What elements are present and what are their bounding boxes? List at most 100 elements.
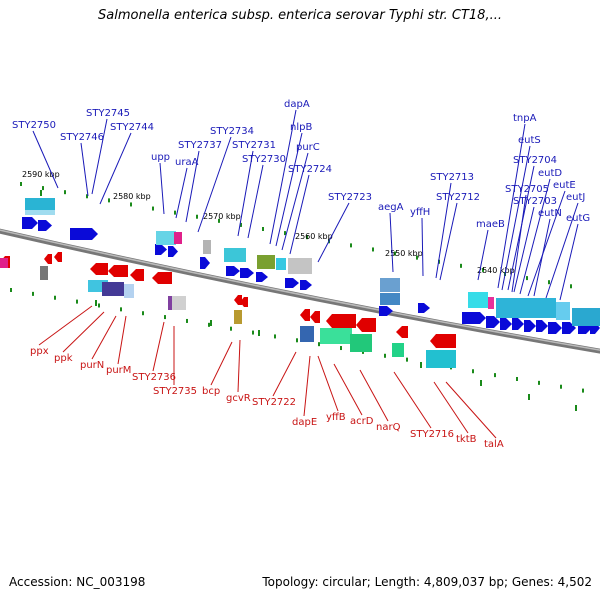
- leader-line: [439, 202, 458, 281]
- tick-mark: [86, 194, 88, 199]
- leader-line: [159, 162, 165, 215]
- reverse-gene-arrow: [54, 252, 62, 262]
- gene-label-forward: STY2750: [12, 120, 56, 131]
- forward-gene-arrow: [512, 318, 524, 330]
- leader-line: [527, 190, 566, 297]
- map-title: Salmonella enterica subsp. enterica sero…: [98, 8, 502, 23]
- leader-line: [99, 132, 132, 205]
- forward-gene-arrow: [70, 228, 98, 240]
- gene-domain-box: [40, 266, 48, 280]
- tick-mark: [472, 369, 474, 374]
- tick-mark: [528, 394, 530, 400]
- tick-mark: [274, 334, 276, 339]
- leader-line: [272, 351, 297, 397]
- tick-mark: [42, 186, 44, 191]
- leader-line: [559, 223, 579, 301]
- gene-label-reverse: acrD: [350, 416, 374, 427]
- leader-line: [433, 381, 469, 434]
- leader-line: [62, 311, 105, 353]
- forward-gene-arrow: [240, 268, 254, 278]
- gene-domain-box: [496, 298, 556, 318]
- leader-line: [497, 123, 526, 289]
- tick-mark: [460, 263, 462, 268]
- leader-line: [333, 363, 363, 416]
- leader-line: [545, 202, 579, 299]
- gene-domain-box: [25, 198, 55, 210]
- tick-mark: [296, 338, 298, 343]
- gene-label-forward: STY2723: [328, 192, 372, 203]
- kbp-label: 2540 kbp: [477, 266, 515, 275]
- tick-mark: [482, 267, 484, 272]
- tick-mark: [152, 206, 154, 211]
- forward-gene-arrow: [500, 318, 512, 330]
- leader-line: [117, 315, 127, 365]
- leader-line: [185, 150, 200, 223]
- gene-domain-box: [468, 292, 488, 308]
- tick-mark: [54, 295, 56, 300]
- gene-label-forward: STY2704: [513, 155, 557, 166]
- tick-mark: [570, 284, 572, 289]
- tick-mark: [40, 190, 42, 196]
- forward-gene-arrow: [536, 320, 548, 332]
- gene-label-forward: tnpA: [513, 113, 537, 124]
- gene-label-reverse: dapE: [292, 417, 317, 428]
- leader-line: [175, 167, 188, 219]
- leader-line: [275, 132, 303, 247]
- tick-mark: [538, 380, 540, 385]
- gene-label-reverse: STY2722: [252, 397, 296, 408]
- gene-label-forward: STY2737: [178, 140, 222, 151]
- gene-label-forward: STY2731: [232, 140, 276, 151]
- gene-domain-box: [156, 231, 176, 245]
- gene-label-forward: dapA: [284, 99, 310, 110]
- gene-domain-box: [224, 248, 246, 262]
- gene-label-forward: uraA: [175, 157, 199, 168]
- forward-gene-arrow: [379, 306, 393, 316]
- gene-label-forward: STY2724: [288, 164, 332, 175]
- reverse-gene-arrow: [300, 309, 310, 321]
- gene-domain-box: [168, 296, 172, 310]
- tick-mark: [208, 322, 210, 327]
- reverse-gene-arrow: [44, 254, 52, 264]
- tick-mark: [384, 353, 386, 358]
- tick-mark: [98, 303, 100, 308]
- tick-mark: [32, 291, 34, 296]
- forward-gene-arrow: [168, 246, 178, 257]
- accession-label: Accession: NC_003198: [9, 575, 146, 589]
- tick-mark: [164, 315, 166, 320]
- reverse-gene-arrow: [108, 265, 128, 277]
- gene-label-reverse: talA: [484, 439, 504, 450]
- gene-domain-box: [320, 328, 352, 344]
- forward-gene-arrow: [200, 257, 210, 269]
- leader-line: [389, 212, 394, 273]
- forward-gene-arrow: [462, 312, 486, 324]
- tick-mark: [64, 190, 66, 195]
- leader-line: [519, 178, 551, 295]
- leader-line: [445, 381, 497, 439]
- gene-label-forward: eutN: [538, 208, 562, 219]
- tick-mark: [582, 388, 584, 393]
- reverse-gene-arrow: [130, 269, 144, 281]
- tick-mark: [372, 247, 374, 252]
- reverse-gene-arrow: [152, 272, 172, 284]
- leader-line: [197, 136, 232, 233]
- tick-mark: [240, 222, 242, 227]
- tick-mark: [196, 214, 198, 219]
- tick-mark: [548, 280, 550, 285]
- leader-line: [247, 164, 264, 239]
- reverse-gene-arrow: [326, 314, 356, 328]
- leader-line: [435, 182, 452, 279]
- gene-domain-box: [488, 297, 494, 309]
- tick-mark: [420, 362, 422, 368]
- gene-domain-box: [350, 334, 372, 352]
- leader-line: [289, 174, 310, 255]
- forward-gene-arrow: [524, 320, 536, 332]
- reverse-gene-arrow: [240, 297, 248, 307]
- tick-mark: [174, 210, 176, 215]
- reverse-gene-arrow: [396, 326, 408, 338]
- gene-domain-box: [572, 308, 600, 326]
- tick-mark: [416, 255, 418, 260]
- reverse-gene-arrow: [356, 318, 376, 332]
- gene-label-forward: eutE: [553, 180, 576, 191]
- tick-mark: [252, 330, 254, 335]
- tick-mark: [262, 227, 264, 232]
